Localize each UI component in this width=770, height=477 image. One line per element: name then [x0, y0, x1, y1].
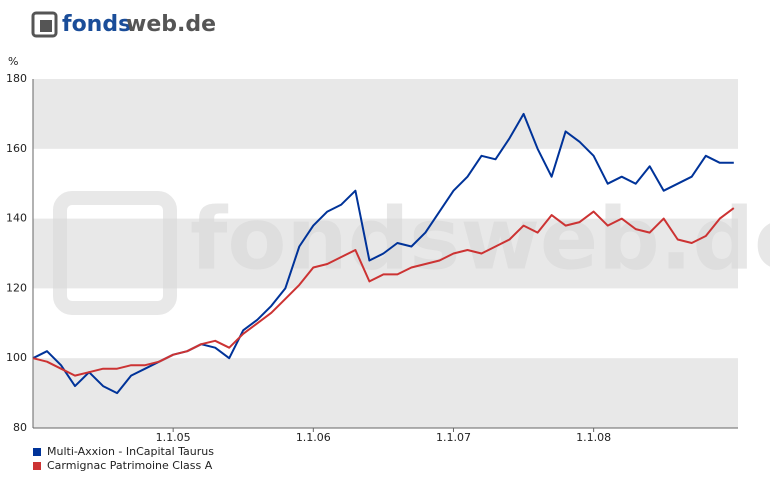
x-tick-label: 1.1.05 — [156, 431, 191, 444]
x-tick-label: 1.1.06 — [296, 431, 331, 444]
logo-icon — [31, 11, 58, 38]
y-tick-label: 140 — [6, 212, 27, 225]
x-tick-label: 1.1.08 — [576, 431, 611, 444]
x-tick-label: 1.1.07 — [436, 431, 471, 444]
y-tick-label: 100 — [6, 351, 27, 364]
logo-prefix: fonds — [62, 12, 131, 37]
logo-suffix: web.de — [126, 12, 216, 37]
legend-swatch — [33, 462, 41, 470]
legend-label: Carmignac Patrimoine Class A — [47, 459, 213, 472]
watermark: fondsweb.de — [190, 189, 770, 289]
series-line — [32, 207, 735, 377]
logo-icon-inner — [40, 20, 52, 32]
y-tick-label: 80 — [13, 421, 27, 434]
grid-band — [33, 218, 738, 289]
y-axis-label: % — [8, 55, 18, 68]
grid-band — [33, 358, 738, 428]
series-line — [32, 112, 734, 395]
y-tick-label: 160 — [6, 142, 27, 155]
y-tick-label: 120 — [6, 281, 27, 294]
legend-swatch — [33, 448, 41, 456]
watermark-icon — [53, 191, 177, 315]
legend-label: Multi-Axxion - InCapital Taurus — [47, 445, 214, 458]
grid-band — [33, 79, 738, 149]
y-tick-label: 180 — [6, 72, 27, 85]
